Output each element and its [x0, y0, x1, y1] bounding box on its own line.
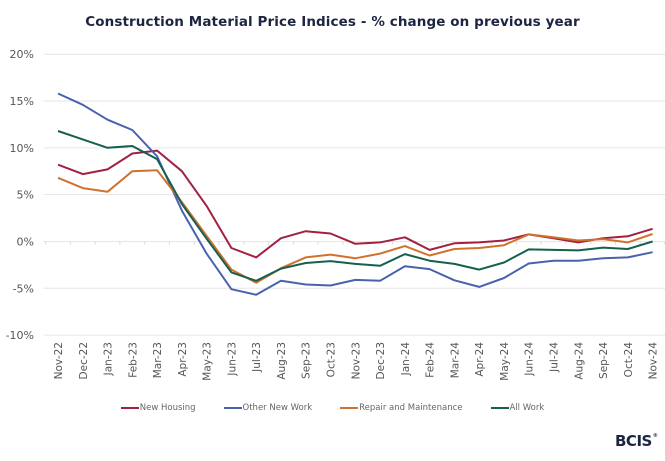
x-tick-label: Feb-24: [425, 342, 437, 378]
x-tick-label: Oct-23: [326, 342, 338, 377]
x-tick-label: Feb-23: [127, 342, 139, 378]
y-axis: 20% 15% 10% 5% 0% -5% -10%: [6, 48, 34, 342]
legend-swatch: [223, 407, 242, 409]
x-tick-label: Dec-23: [375, 342, 387, 379]
x-tick-label: Oct-24: [623, 342, 635, 378]
y-tick-label: -10%: [6, 329, 34, 342]
x-axis: Nov-22 Dec-22 Jan-23 Feb-23 Mar-23 Apr-23 May-…: [45, 241, 665, 381]
legend-swatch: [120, 407, 139, 409]
x-tick-label: Jan-24: [400, 342, 412, 377]
x-tick-label: May-23: [202, 342, 214, 381]
y-tick-label: 20%: [10, 48, 34, 61]
y-tick-label: 15%: [10, 95, 34, 108]
series-line-all-work: [57, 130, 653, 282]
series-lines: [57, 92, 653, 296]
x-tick-label: Aug-24: [573, 342, 585, 380]
series-line-other-new-work: [57, 92, 653, 296]
x-tick-label: Jan-23: [103, 342, 115, 376]
legend-item: New Housing: [120, 403, 196, 413]
legend-label: All Work: [509, 403, 545, 413]
y-tick-label: 0%: [17, 235, 34, 248]
x-tick-label: Nov-22: [53, 342, 65, 379]
bcis-logo: BCIS®: [615, 432, 658, 450]
x-tick-label: Nov-24: [648, 342, 660, 380]
legend: New Housing Other New Work Repair and Main…: [0, 403, 665, 413]
legend-item: All Work: [490, 403, 545, 413]
y-tick-label: 5%: [17, 189, 34, 202]
x-tick-label: Jun-24: [524, 342, 536, 377]
legend-swatch: [340, 407, 359, 409]
legend-label: Repair and Maintenance: [359, 403, 463, 413]
legend-label: Other New Work: [242, 403, 313, 413]
x-tick-label: Dec-22: [78, 342, 90, 379]
x-tick-label: Sep-24: [598, 342, 610, 379]
legend-label: New Housing: [139, 403, 196, 413]
x-tick-label: Apr-24: [474, 342, 486, 377]
x-tick-label: Mar-23: [152, 342, 164, 378]
x-tick-label: Nov-23: [350, 342, 362, 379]
x-tick-label: Aug-23: [276, 342, 288, 380]
y-tick-label: 10%: [10, 142, 34, 155]
x-tick-label: Apr-23: [177, 342, 189, 377]
x-tick-label: Jul-23: [251, 342, 263, 373]
y-tick-label: -5%: [13, 282, 34, 295]
x-tick-label: Sep-23: [301, 342, 313, 379]
legend-item: Repair and Maintenance: [340, 403, 463, 413]
chart-title: Construction Material Price Indices - % …: [85, 14, 580, 30]
x-tick-label: Jul-24: [549, 342, 561, 373]
gridlines: [43, 53, 665, 336]
x-tick-label: May-24: [499, 342, 511, 381]
x-tick-label: Jun-23: [226, 342, 238, 377]
legend-swatch: [490, 407, 509, 409]
x-tick-label: Mar-24: [449, 342, 461, 379]
legend-item: Other New Work: [223, 403, 313, 413]
series-line-repair-and-maintenance: [57, 169, 653, 284]
